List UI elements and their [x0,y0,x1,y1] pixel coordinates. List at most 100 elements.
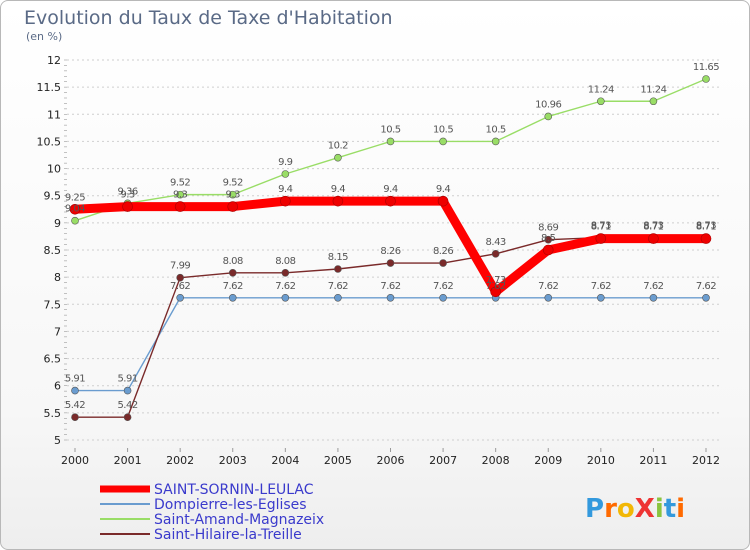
data-label: 11.24 [640,84,666,95]
y-tick-label: 9 [54,217,61,230]
data-label: 9.52 [170,178,190,189]
data-label: 8.71 [643,222,663,233]
data-label: 9.4 [436,184,451,195]
data-label: 8.26 [433,246,453,257]
data-point [71,413,79,422]
data-label: 7.62 [696,281,716,292]
y-tick-label: 11 [47,108,61,121]
data-label: 7.62 [591,281,611,292]
data-label: 10.5 [380,124,400,135]
data-label: 11.24 [588,84,614,95]
data-point [702,293,710,302]
data-point [648,233,659,244]
series-line-1 [74,297,707,392]
data-point [123,386,132,395]
data-point [123,413,132,422]
chart-subtitle: (en %) [26,30,62,43]
data-point [228,293,237,302]
data-point [71,386,79,395]
logo-letter: o [617,494,635,524]
data-label: 7.62 [275,281,295,292]
data-label: 9.4 [278,184,293,195]
x-tick-label: 2004 [271,454,299,467]
y-tick-label: 6 [54,380,61,393]
data-label: 11.65 [693,62,719,73]
logo-text: ProXiti [585,494,685,524]
data-point [280,195,291,207]
data-label: 8.73 [591,221,611,232]
data-point [597,293,605,302]
data-point [176,190,184,199]
data-label: 7.62 [538,281,558,292]
gridlines [67,59,720,441]
y-tick-label: 5.5 [44,407,62,420]
data-label: 9.36 [117,186,137,197]
y-tick-label: 11.5 [37,81,62,94]
legend-label: Dompierre-les-Eglises [154,497,307,513]
x-tick-label: 2008 [482,454,510,467]
data-point [176,293,184,302]
data-label: 9.4 [331,184,346,195]
y-tick-label: 9.5 [44,190,62,203]
proxiti-logo: ProXiti [585,494,685,524]
data-label: 10.5 [486,124,506,135]
data-label: 8.71 [696,222,716,233]
data-point [542,244,554,256]
data-label: 8.5 [541,233,556,244]
y-tick-label: 7 [54,325,61,338]
data-point [71,216,79,225]
data-point [122,201,133,212]
data-label: 9.4 [383,184,398,195]
x-tick-label: 2005 [324,454,352,467]
data-point [332,195,344,207]
data-point [227,201,239,212]
data-label: 5.42 [117,400,137,411]
data-label: 9.9 [278,157,293,168]
axes: 5 5.5 6 6.5 7 7.5 8 8.5 9 9.5 10 10.5 11 11.5 12 2000 20… [37,54,721,467]
data-label: 7.62 [433,281,453,292]
data-point [385,195,396,207]
y-tick-label: 7.5 [44,298,62,311]
data-label: 8.26 [380,246,400,257]
data-label: 10.5 [433,124,453,135]
data-point [228,190,237,199]
y-tick-label: 5 [54,434,61,447]
x-tick-label: 2012 [692,454,720,467]
data-point [649,97,658,106]
data-point [386,259,395,267]
data-point [439,293,447,302]
series-points [69,75,712,422]
x-tick-label: 2009 [534,454,562,467]
data-point [491,137,500,146]
logo-letter: P [585,494,604,524]
data-point [700,233,712,244]
data-point [386,293,395,302]
data-point [281,170,290,178]
logo-letter: r [604,494,617,524]
data-label: 8.73 [643,221,663,232]
y-tick-label: 8 [54,271,61,284]
data-label: 5.91 [65,374,85,385]
data-point [334,293,342,302]
data-point [386,137,395,146]
logo-letter: i [655,494,664,524]
legend: SAINT-SORNIN-LEULACDompierre-les-Eglises… [100,482,324,543]
data-label: 9.3 [226,190,241,201]
data-point [544,235,553,244]
data-point [437,195,449,207]
data-point [597,97,605,106]
data-label: 5.91 [117,374,137,385]
x-tick-label: 2006 [377,454,405,467]
data-label: 5.42 [65,400,85,411]
data-label: 8.73 [696,221,716,232]
data-label: 8.71 [591,222,611,233]
data-labels: 9.25 9.3 9.3 9.3 9.4 9.4 9.4 9.4 7.73 8.5 8.71 8.71… [65,62,720,411]
data-label: 7.62 [328,281,348,292]
legend-label: Saint-Amand-Magnazeix [154,512,324,528]
legend-label: Saint-Hilaire-la-Treille [154,527,302,543]
legend-label: SAINT-SORNIN-LEULAC [154,482,314,498]
data-point [281,293,290,302]
data-label: 9.04 [65,204,85,215]
data-point [174,201,186,212]
